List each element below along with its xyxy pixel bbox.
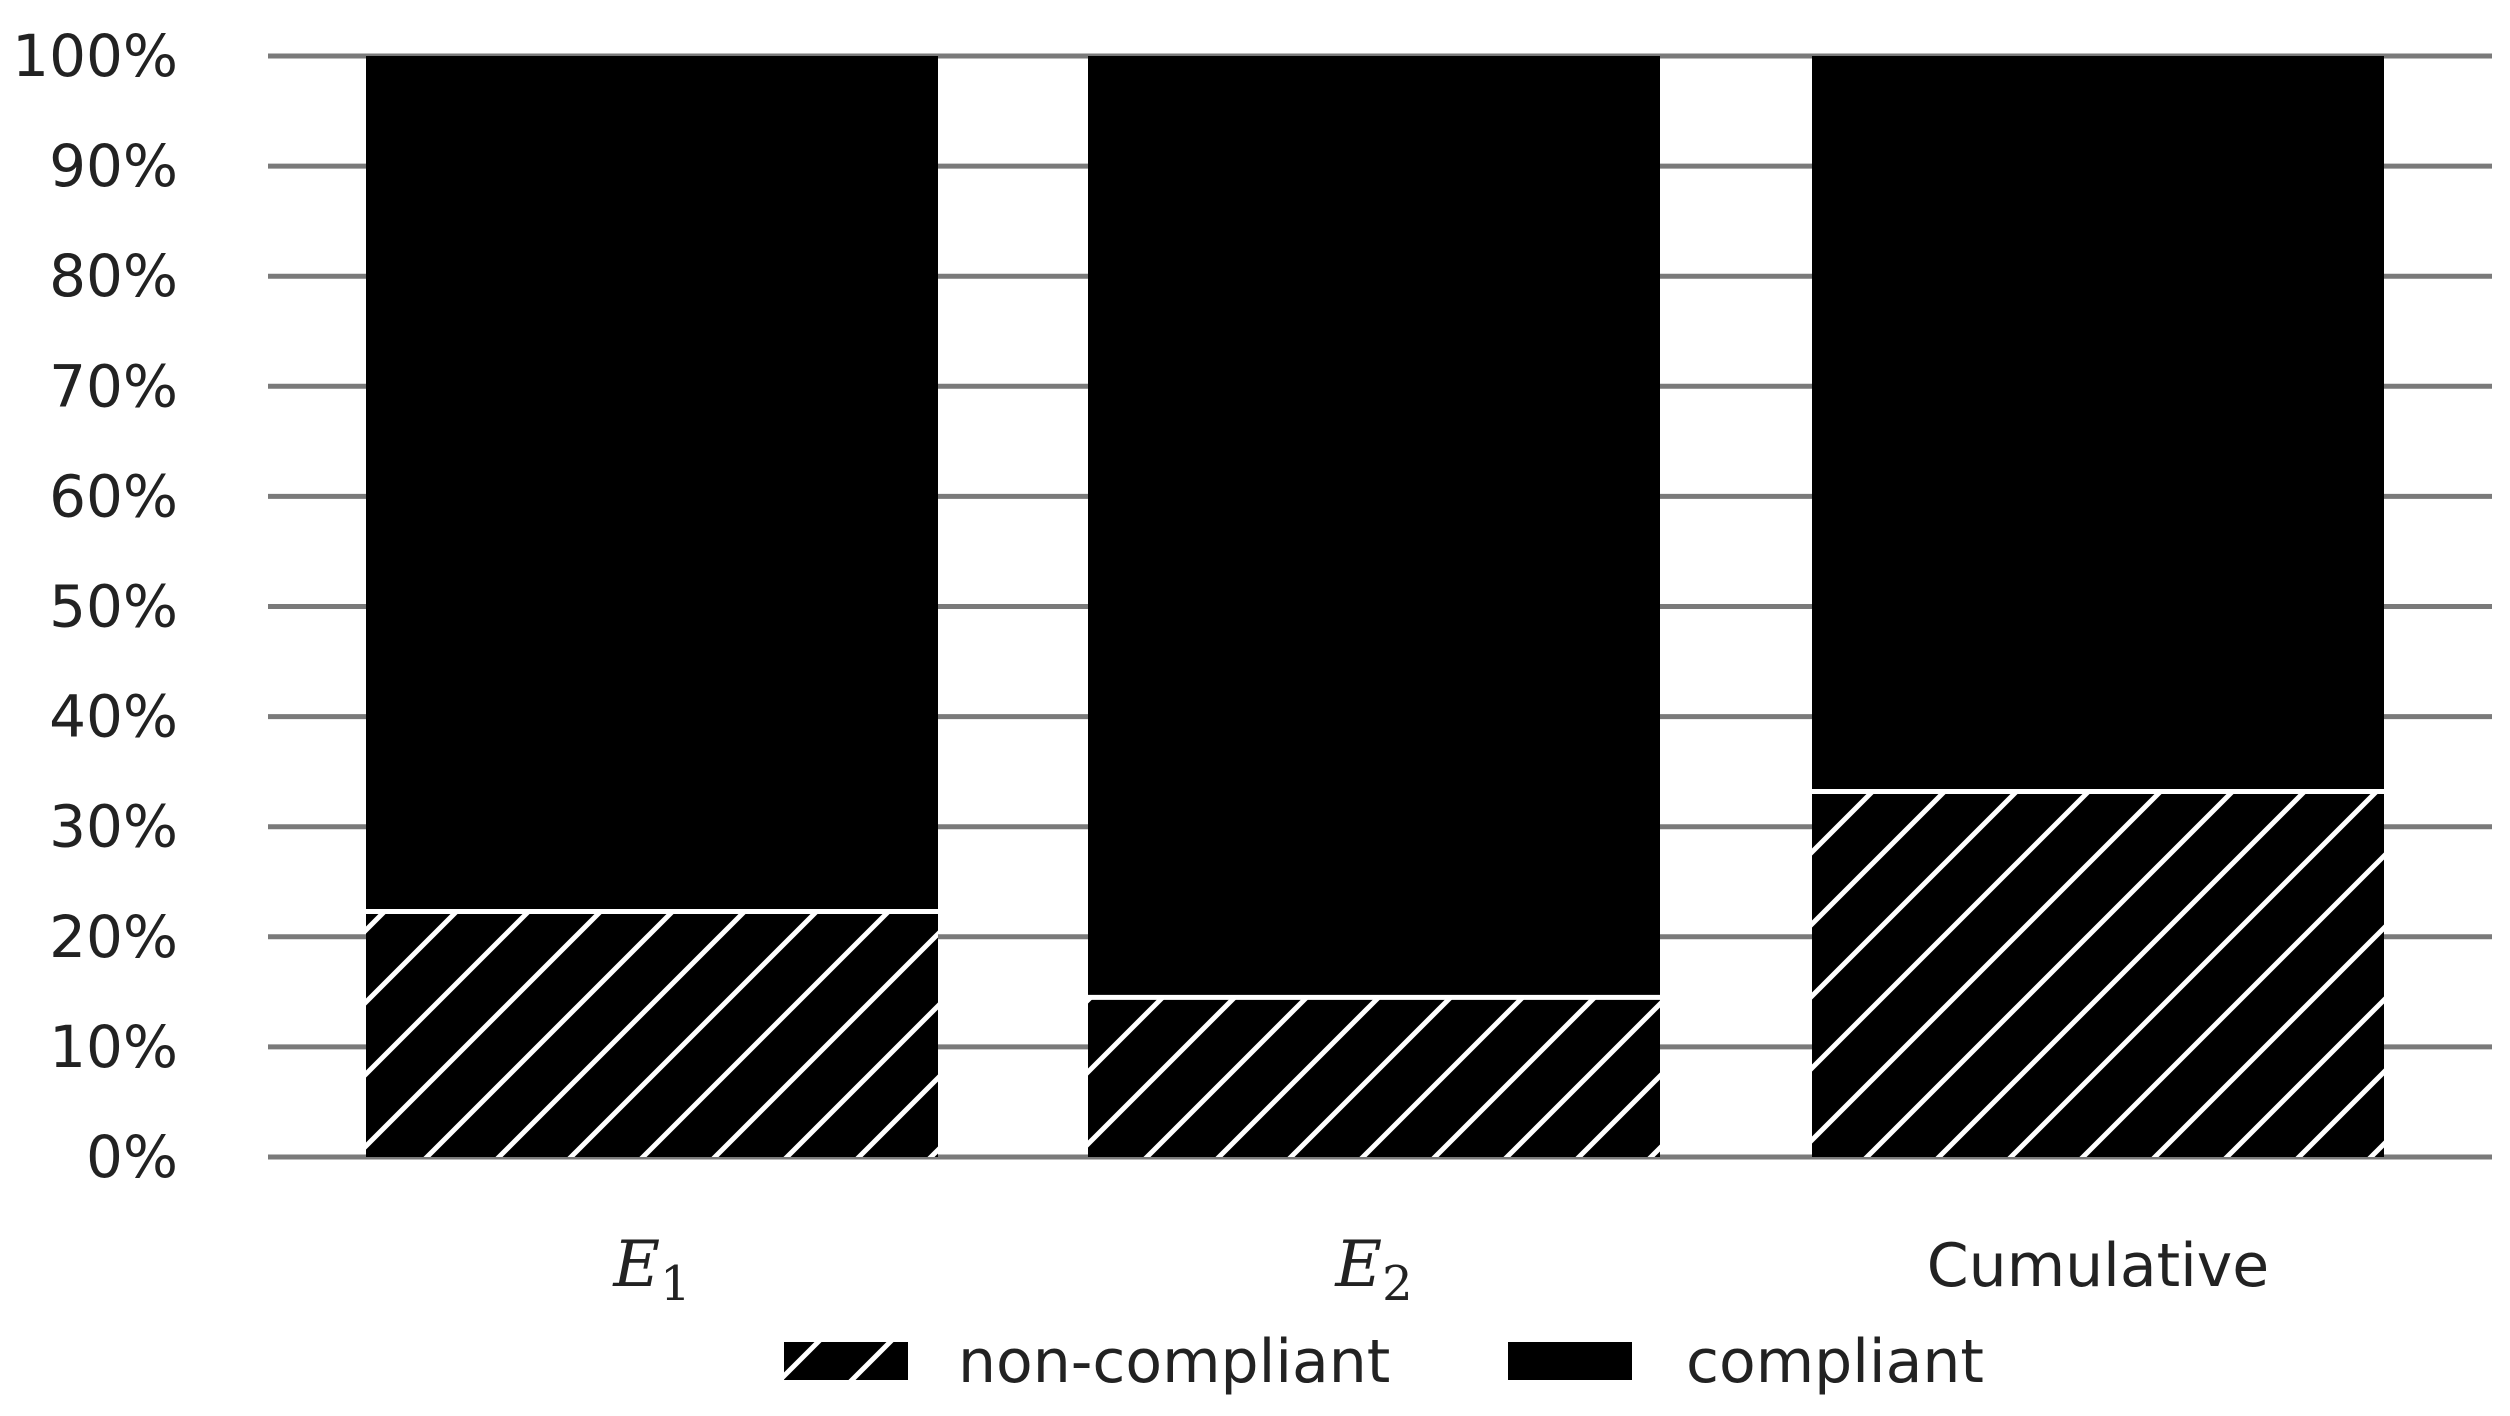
bar-non-compliant-E2: [1088, 997, 1660, 1157]
bar-non-compliant-Cumulative: [1812, 791, 2384, 1157]
bar-non-compliant-E1: [366, 911, 938, 1157]
x-category-label: E2: [1334, 1228, 1412, 1312]
bar-compliant-Cumulative: [1812, 56, 2384, 792]
x-axis-category-labels: E1 E2 Cumulative: [612, 1228, 2269, 1312]
y-tick-label: 10%: [49, 1013, 178, 1081]
y-tick-label: 0%: [86, 1123, 178, 1191]
y-tick-label: 80%: [49, 242, 178, 310]
y-axis-tick-labels: 0% 10% 20% 30% 40% 50% 60% 70% 80% 90% 100%: [12, 22, 178, 1191]
legend-swatch-compliant: [1508, 1342, 1632, 1380]
x-category-label: Cumulative: [1927, 1231, 2269, 1301]
legend-label-non-compliant: non-compliant: [958, 1327, 1390, 1397]
y-tick-label: 100%: [12, 22, 178, 90]
legend-label-compliant: compliant: [1686, 1327, 1984, 1397]
legend: non-compliant compliant: [784, 1327, 1984, 1397]
y-tick-label: 90%: [49, 132, 178, 200]
y-tick-label: 50%: [49, 573, 178, 641]
x-category-label: E1: [612, 1228, 690, 1312]
y-tick-label: 60%: [49, 462, 178, 530]
bars: [366, 56, 2384, 1157]
bar-compliant-E2: [1088, 56, 1660, 998]
y-tick-label: 70%: [49, 352, 178, 420]
y-tick-label: 40%: [49, 683, 178, 751]
legend-swatch-non-compliant: [784, 1342, 908, 1380]
y-tick-label: 20%: [49, 903, 178, 971]
bar-compliant-E1: [366, 56, 938, 912]
y-tick-label: 30%: [49, 793, 178, 861]
